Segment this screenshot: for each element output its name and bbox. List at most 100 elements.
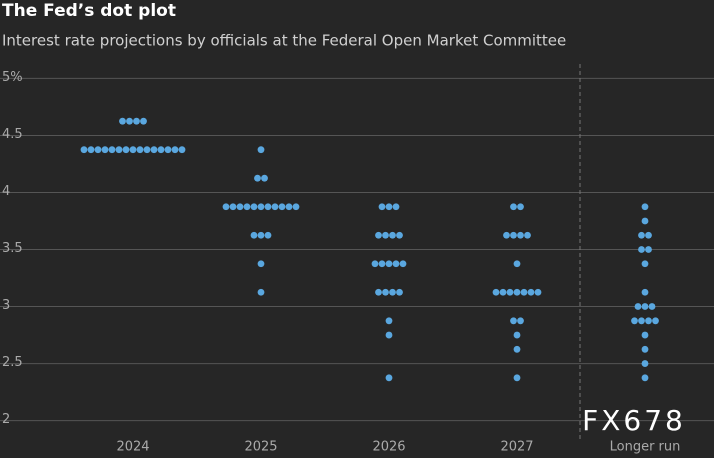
dot: [641, 203, 649, 211]
dot: [510, 203, 517, 211]
dot: [648, 303, 656, 310]
dot: [378, 260, 386, 268]
dot: [271, 203, 279, 211]
dot: [385, 374, 393, 382]
x-tick-label: Longer run: [610, 440, 681, 455]
dot: [115, 146, 123, 154]
dot: [171, 146, 179, 154]
dot: [385, 260, 393, 268]
dot: [257, 146, 265, 154]
dot: [122, 146, 130, 154]
dot: [222, 203, 230, 211]
dot: [510, 317, 517, 325]
dot: [264, 203, 272, 211]
dot: [396, 231, 403, 239]
dot: [396, 288, 403, 296]
dot: [638, 317, 645, 325]
dot: [385, 203, 393, 211]
y-tick-label: 4.5: [2, 127, 23, 142]
dot: [257, 288, 265, 296]
dot: [285, 203, 293, 211]
dot: [641, 345, 649, 353]
dot: [254, 174, 261, 182]
dot: [399, 260, 407, 268]
dot: [389, 231, 396, 239]
dot: [243, 203, 251, 211]
dot: [382, 231, 389, 239]
dot: [527, 288, 535, 296]
dot: [385, 331, 393, 339]
dot: [389, 288, 396, 296]
x-tick-label: 2026: [372, 440, 405, 455]
dot: [250, 231, 258, 239]
dot: [371, 260, 379, 268]
dot: [236, 203, 244, 211]
dot: [645, 231, 652, 239]
chart-subtitle: Interest rate projections by officials a…: [2, 32, 566, 50]
dot: [94, 146, 102, 154]
y-tick-label: 2.5: [2, 355, 23, 370]
dot: [645, 317, 652, 325]
x-tick-label: 2025: [244, 440, 277, 455]
dot: [392, 203, 400, 211]
dot: [641, 360, 649, 367]
dot: [631, 317, 638, 325]
dot: [133, 117, 140, 125]
dot: [129, 146, 137, 154]
watermark: FX678: [582, 404, 686, 437]
dot: [382, 288, 389, 296]
x-tick-label: 2027: [500, 440, 533, 455]
dot: [108, 146, 116, 154]
dot: [136, 146, 144, 154]
dot: [499, 288, 507, 296]
dot: [513, 331, 521, 339]
dot: [513, 260, 521, 268]
dot: [143, 146, 151, 154]
dot: [87, 146, 95, 154]
dot: [513, 345, 521, 353]
y-tick-label: 3: [2, 298, 10, 313]
dot: [157, 146, 165, 154]
dot: [378, 203, 386, 211]
dot: [510, 231, 517, 239]
dot: [375, 288, 382, 296]
dot: [524, 231, 531, 239]
dot: [641, 303, 649, 310]
dot: [257, 203, 265, 211]
dot: [652, 317, 659, 325]
dot: [517, 203, 524, 211]
y-tick-label: 2: [2, 412, 10, 427]
dot: [392, 260, 400, 268]
dot: [126, 117, 133, 125]
dot: [634, 303, 642, 310]
dot: [264, 231, 272, 239]
dot: [638, 246, 645, 253]
dot: [641, 374, 649, 382]
dot: [506, 288, 514, 296]
dot: [119, 117, 126, 125]
dot: [250, 203, 258, 211]
y-tick-label: 3.5: [2, 241, 23, 256]
dot: [513, 374, 521, 382]
dot: [638, 231, 645, 239]
dot: [517, 231, 524, 239]
dot: [492, 288, 500, 296]
dot: [150, 146, 158, 154]
dot: [375, 231, 382, 239]
dot: [385, 317, 393, 325]
dot: [641, 331, 649, 339]
x-tick-label: 2024: [116, 440, 149, 455]
chart-title: The Fed’s dot plot: [2, 1, 176, 21]
dot: [164, 146, 172, 154]
dot: [503, 231, 510, 239]
dot: [641, 260, 649, 268]
dot: [229, 203, 237, 211]
dot: [534, 288, 542, 296]
dot: [257, 260, 265, 268]
dot: [513, 288, 521, 296]
dot: [257, 231, 265, 239]
dot: [641, 288, 649, 296]
dot: [80, 146, 88, 154]
